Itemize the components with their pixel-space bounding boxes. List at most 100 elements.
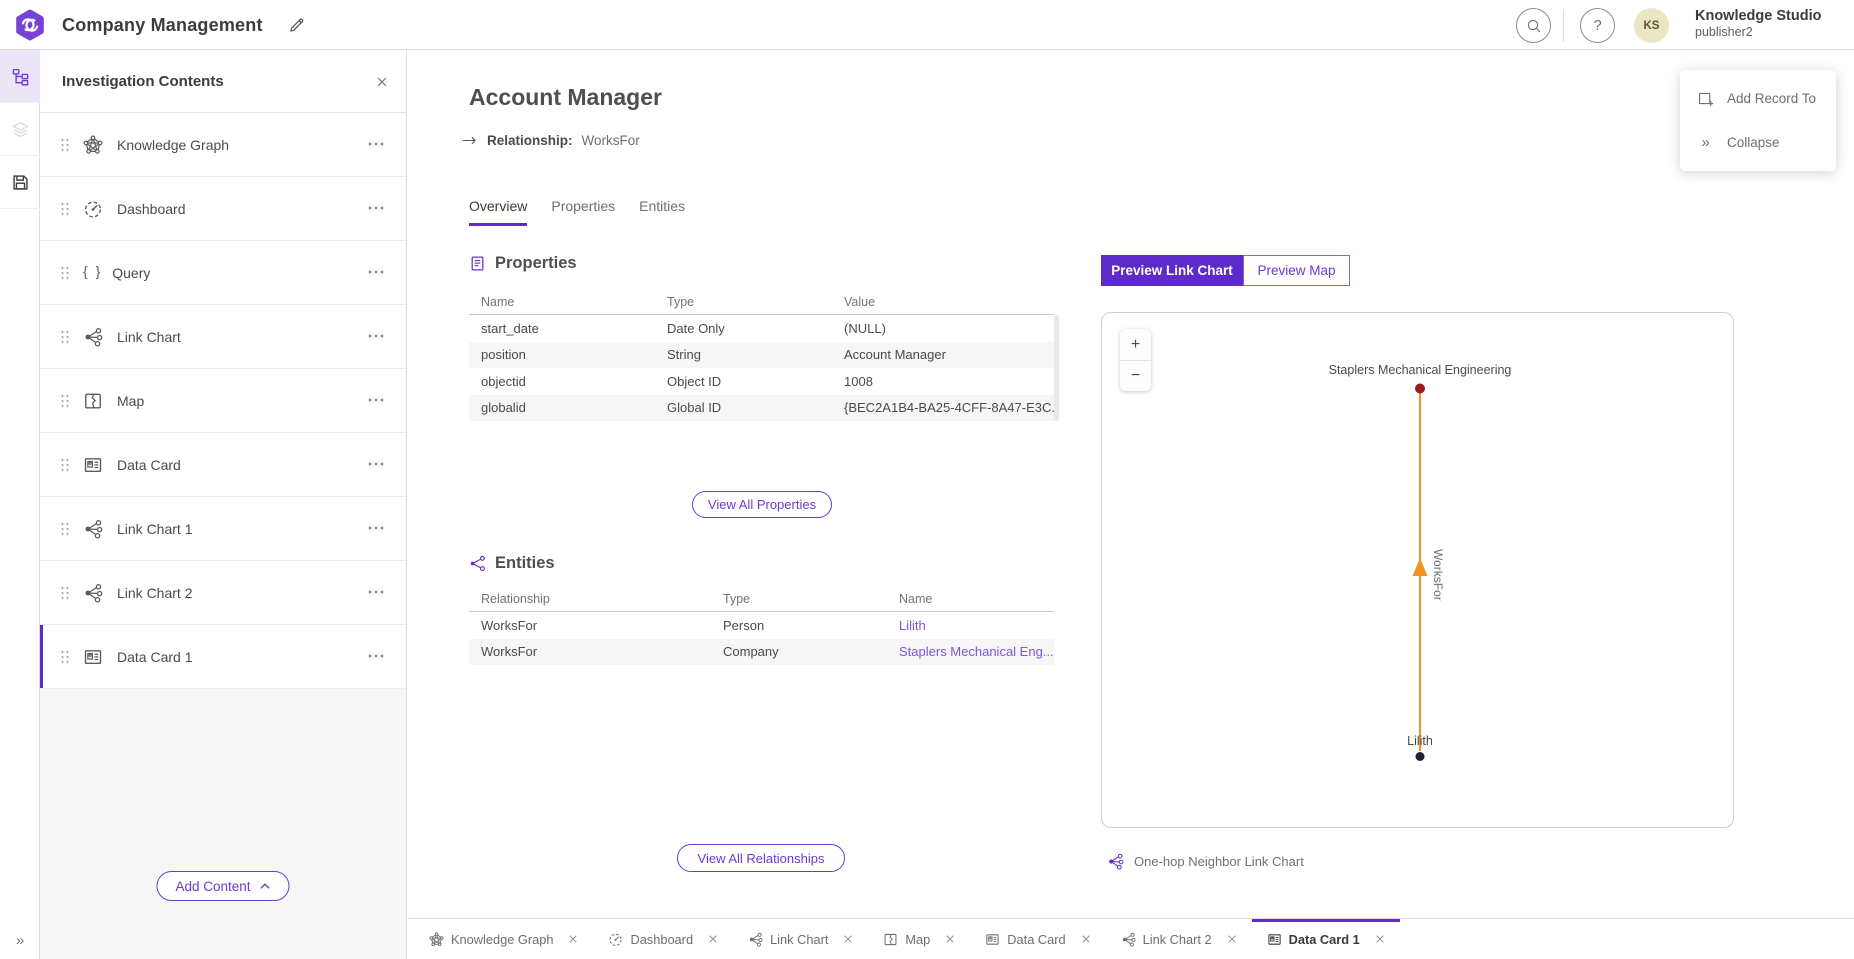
drag-handle-icon[interactable] [60,586,70,600]
tab-overview[interactable]: Overview [469,198,528,226]
bottom-tab-link-chart-2[interactable]: Link Chart 2 [1106,919,1252,959]
tab-properties[interactable]: Properties [551,198,616,214]
properties-heading: Properties [495,254,577,272]
entity-name-link[interactable]: Lilith [899,617,926,633]
tab-label: Link Chart [770,931,829,947]
table-row: globalid Global ID {BEC2A1B4-BA25-4CFF-8… [469,394,1054,421]
preview-link-chart-button[interactable]: Preview Link Chart [1101,255,1243,286]
edit-title-icon[interactable] [288,16,306,34]
bottom-tab-map[interactable]: Map [868,919,970,959]
sidebar-item-data-card[interactable]: Data Card [40,433,406,497]
preview-map-button[interactable]: Preview Map [1243,255,1350,286]
more-options-icon[interactable] [368,589,384,595]
menu-item-add-record-to[interactable]: Add Record To [1680,76,1836,120]
search-button[interactable] [1516,8,1551,43]
preview-toggle-group: Preview Link Chart Preview Map [1101,255,1350,286]
rail-item-contents[interactable] [0,50,40,103]
sidebar-item-link-chart-1[interactable]: Link Chart 1 [40,497,406,561]
view-all-relationships-button[interactable]: View All Relationships [677,844,845,872]
entity-name-link[interactable]: Staplers Mechanical Eng... [899,644,1054,660]
collapse-panel-chevrons[interactable]: » [15,932,25,949]
sidebar-item-knowledge-graph[interactable]: Knowledge Graph [40,113,406,177]
table-scrollbar[interactable] [1054,315,1059,421]
more-options-icon[interactable] [368,461,384,467]
link-chart-canvas[interactable]: Staplers Mechanical Engineering WorksFor… [1102,313,1733,827]
more-options-icon[interactable] [368,269,384,275]
entity-relationship: WorksFor [481,617,538,633]
sidebar-item-dashboard[interactable]: Dashboard [40,177,406,241]
company-node-label[interactable]: Staplers Mechanical Engineering [1329,363,1512,377]
close-tab-icon[interactable] [1081,934,1091,944]
drag-handle-icon[interactable] [60,394,70,408]
bottom-tab-data-card[interactable]: Data Card [970,919,1105,959]
close-tab-icon[interactable] [945,934,955,944]
property-value: 1008 [844,373,873,389]
sidebar-item-link-chart-2[interactable]: Link Chart 2 [40,561,406,625]
close-sidebar-icon[interactable] [376,76,388,88]
bottom-tab-link-chart[interactable]: Link Chart [733,919,868,959]
page-title: Account Manager [469,84,662,110]
menu-item-label: Add Record To [1727,90,1817,106]
property-name: position [481,347,526,363]
collapse-chevrons-icon: » [1701,133,1710,151]
drag-handle-icon[interactable] [60,650,70,664]
zoom-out-button[interactable]: − [1120,360,1151,391]
drag-handle-icon[interactable] [60,330,70,344]
more-options-icon[interactable] [368,525,384,531]
sidebar-item-label: Link Chart 1 [117,520,193,537]
menu-item-collapse[interactable]: » Collapse [1680,120,1836,164]
company-node[interactable] [1415,383,1425,394]
more-options-icon[interactable] [368,333,384,339]
drag-handle-icon[interactable] [60,266,70,280]
column-header: Type [723,591,751,606]
help-button[interactable]: ? [1580,8,1615,43]
column-header: Name [481,294,515,309]
person-node-label[interactable]: Lilith [1407,734,1433,748]
drag-handle-icon[interactable] [60,138,70,152]
close-tab-icon[interactable] [843,934,853,944]
chart-caption: One-hop Neighbor Link Chart [1107,853,1304,870]
more-options-icon[interactable] [368,397,384,403]
link-chart-icon [83,519,103,539]
bottom-tab-dashboard[interactable]: Dashboard [593,919,733,959]
bottom-tab-knowledge-graph[interactable]: Knowledge Graph [414,919,593,959]
investigation-title: Company Management [62,15,263,35]
more-options-icon[interactable] [368,653,384,659]
drag-handle-icon[interactable] [60,458,70,472]
more-options-icon[interactable] [368,141,384,147]
rail-item-layers[interactable] [0,103,40,156]
person-node[interactable] [1415,752,1425,761]
sidebar-item-link-chart[interactable]: Link Chart [40,305,406,369]
add-content-button[interactable]: Add Content [156,871,290,901]
knowledge-graph-icon [83,135,103,155]
tab-entities[interactable]: Entities [639,198,686,214]
sidebar-item-query[interactable]: { } Query [40,241,406,305]
drag-handle-icon[interactable] [60,202,70,216]
chart-caption-label: One-hop Neighbor Link Chart [1134,854,1304,869]
close-tab-icon[interactable] [1227,934,1237,944]
entities-table-header: Relationship Type Name [469,586,1054,612]
sidebar-item-map[interactable]: Map [40,369,406,433]
sidebar-item-data-card-1[interactable]: Data Card 1 [40,625,406,689]
view-all-properties-button[interactable]: View All Properties [692,491,832,518]
entities-icon [469,555,486,572]
arrow-right-icon [461,135,478,146]
column-header: Value [844,294,876,309]
drag-handle-icon[interactable] [60,522,70,536]
link-chart-preview-panel[interactable]: + − Staplers Mechanical Engineering Work… [1101,312,1734,828]
bottom-tab-data-card-1[interactable]: Data Card 1 [1252,919,1400,959]
zoom-in-button[interactable]: + [1120,329,1151,360]
more-options-icon[interactable] [368,205,384,211]
close-tab-icon[interactable] [708,934,718,944]
close-tab-icon[interactable] [1375,934,1385,944]
entities-heading: Entities [495,554,555,572]
edge-label[interactable]: WorksFor [1431,549,1445,601]
sidebar-item-label: Knowledge Graph [117,136,230,153]
user-avatar[interactable]: KS [1634,8,1669,43]
user-info[interactable]: Knowledge Studio publisher2 [1695,7,1821,41]
table-row: start_date Date Only (NULL) [469,315,1054,342]
close-tab-icon[interactable] [568,934,578,944]
rail-item-save[interactable] [0,156,40,209]
tab-label: Data Card [1007,931,1066,947]
property-name: globalid [481,400,526,416]
